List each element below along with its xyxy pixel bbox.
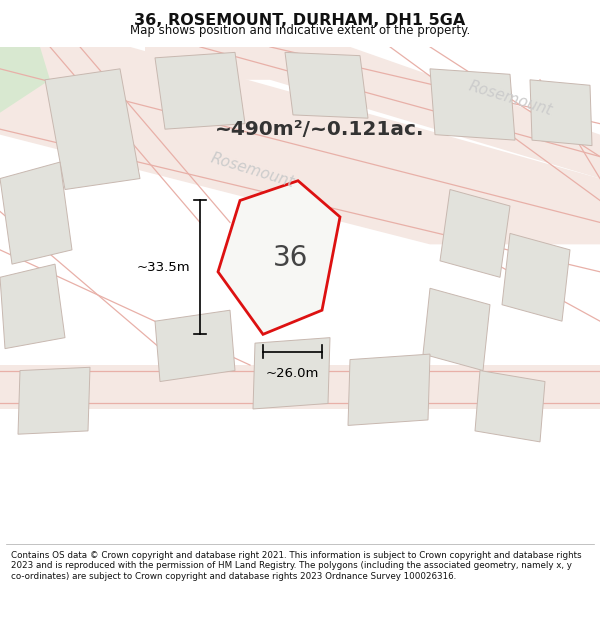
Text: 36: 36 bbox=[272, 244, 308, 272]
Polygon shape bbox=[502, 233, 570, 321]
Polygon shape bbox=[253, 338, 330, 409]
Polygon shape bbox=[348, 354, 430, 426]
Polygon shape bbox=[285, 52, 368, 118]
Text: ~26.0m: ~26.0m bbox=[266, 368, 319, 380]
Polygon shape bbox=[18, 368, 90, 434]
Text: Rosemount: Rosemount bbox=[208, 151, 296, 191]
Polygon shape bbox=[0, 162, 72, 264]
Polygon shape bbox=[45, 69, 140, 189]
Polygon shape bbox=[440, 189, 510, 278]
Polygon shape bbox=[475, 371, 545, 442]
Polygon shape bbox=[423, 288, 490, 371]
Polygon shape bbox=[0, 264, 65, 349]
Text: ~490m²/~0.121ac.: ~490m²/~0.121ac. bbox=[215, 119, 425, 139]
Polygon shape bbox=[430, 69, 515, 140]
Polygon shape bbox=[0, 47, 50, 112]
Polygon shape bbox=[530, 80, 592, 146]
Text: Map shows position and indicative extent of the property.: Map shows position and indicative extent… bbox=[130, 24, 470, 36]
Text: Rosemount: Rosemount bbox=[466, 79, 554, 118]
Text: 36, ROSEMOUNT, DURHAM, DH1 5GA: 36, ROSEMOUNT, DURHAM, DH1 5GA bbox=[134, 13, 466, 28]
Polygon shape bbox=[145, 47, 600, 179]
Polygon shape bbox=[0, 365, 600, 409]
Text: ~33.5m: ~33.5m bbox=[136, 261, 190, 274]
Polygon shape bbox=[0, 47, 600, 244]
Polygon shape bbox=[155, 52, 245, 129]
Text: Contains OS data © Crown copyright and database right 2021. This information is : Contains OS data © Crown copyright and d… bbox=[11, 551, 581, 581]
Polygon shape bbox=[155, 310, 235, 381]
Polygon shape bbox=[218, 181, 340, 334]
